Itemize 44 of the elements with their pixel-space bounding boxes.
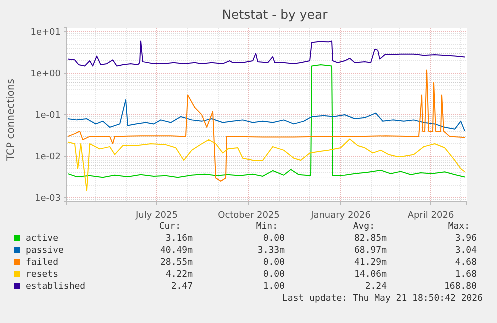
line-series: [68, 40, 466, 67]
text: 40.49m: [160, 246, 193, 256]
text: Min:: [256, 222, 278, 232]
text: 3.33m: [258, 246, 285, 256]
x-tick-label: January 2026: [310, 210, 372, 221]
text: 82.85m: [354, 234, 387, 244]
legend-label: resets: [26, 270, 59, 280]
legend-label: active: [26, 234, 59, 244]
text: 41.29m: [354, 258, 387, 268]
text: 0.00: [263, 258, 285, 268]
text: 28.55m: [160, 258, 193, 268]
text: 1.68: [455, 270, 477, 280]
text: Max:: [448, 222, 470, 232]
text: 1.00: [263, 282, 285, 292]
text: 4.22m: [166, 270, 193, 280]
y-tick-label: 1e-01: [35, 110, 61, 121]
text: 0.00: [263, 270, 285, 280]
y-axis-title: TCP connections: [6, 78, 17, 162]
text: 0.00: [263, 234, 285, 244]
y-tick-label: 1e+00: [30, 69, 62, 80]
line-series: [68, 99, 466, 132]
text: 168.80: [444, 282, 477, 292]
text: 4.68: [455, 258, 477, 268]
text: Last update: Thu May 21 18:50:42 2026: [282, 294, 483, 304]
legend-label: passive: [26, 246, 64, 256]
text: 2.47: [171, 282, 193, 292]
x-tick-label: April 2026: [408, 210, 454, 221]
x-tick-label: October 2025: [218, 210, 280, 221]
text: 68.97m: [354, 246, 387, 256]
chart-title: Netstat - by year: [222, 7, 329, 22]
text: 3.04: [455, 246, 477, 256]
y-tick-label: 1e-03: [35, 194, 61, 204]
y-tick-label: 1e+01: [30, 28, 61, 38]
text: 3.16m: [166, 234, 193, 244]
x-tick-label: July 2025: [135, 210, 178, 221]
text: 3.96: [455, 234, 477, 244]
text: Avg:: [353, 222, 375, 232]
text: 2.24: [365, 282, 387, 292]
legend-label: established: [26, 282, 86, 292]
text: Cur:: [159, 222, 181, 232]
line-series: [68, 138, 466, 192]
legend-label: failed: [26, 258, 59, 268]
y-tick-label: 1e-02: [35, 152, 61, 162]
text: 14.06m: [354, 270, 387, 280]
